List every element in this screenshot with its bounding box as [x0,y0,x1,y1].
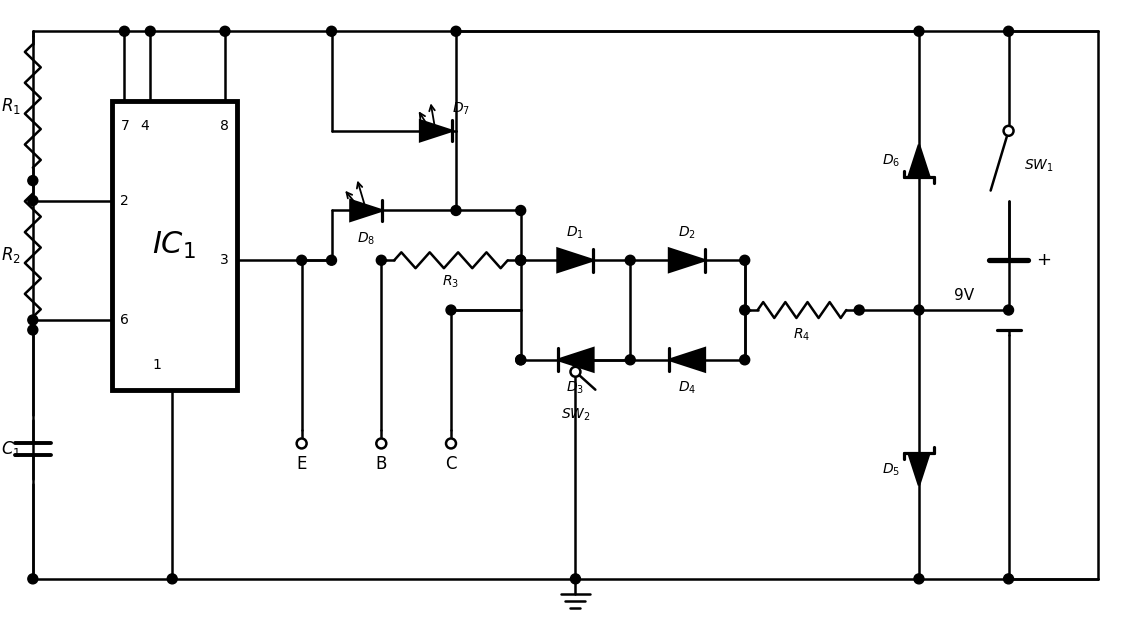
Text: $D_3$: $D_3$ [566,380,584,396]
Circle shape [740,255,750,265]
Text: 8: 8 [220,119,229,133]
Circle shape [626,255,636,265]
Circle shape [740,305,750,315]
Polygon shape [557,348,593,371]
Circle shape [376,438,386,449]
Text: 6: 6 [120,313,129,327]
Circle shape [515,255,526,265]
Text: $SW_1$: $SW_1$ [1023,157,1053,174]
Text: B: B [375,456,387,474]
Circle shape [145,26,155,36]
Circle shape [376,255,386,265]
Circle shape [515,205,526,216]
Circle shape [570,367,581,377]
Circle shape [296,438,307,449]
Polygon shape [669,248,705,272]
Circle shape [740,355,750,365]
Circle shape [1004,26,1014,36]
Polygon shape [669,348,705,371]
Text: $IC_1$: $IC_1$ [153,230,197,261]
Text: $D_1$: $D_1$ [566,224,584,241]
Text: C: C [445,456,457,474]
Text: $C_1$: $C_1$ [1,440,21,460]
Circle shape [451,205,460,216]
Circle shape [28,175,38,186]
Circle shape [626,355,636,365]
Circle shape [220,26,230,36]
Circle shape [167,574,177,584]
Circle shape [914,305,924,315]
Circle shape [28,325,38,335]
Circle shape [119,26,129,36]
Circle shape [446,438,456,449]
Polygon shape [557,248,593,272]
Text: 4: 4 [140,119,149,133]
Text: $D_7$: $D_7$ [451,100,471,117]
Polygon shape [909,145,930,177]
Circle shape [515,355,526,365]
Circle shape [515,355,526,365]
Text: $R_3$: $R_3$ [442,274,459,291]
Circle shape [446,305,456,315]
Circle shape [570,574,581,584]
Circle shape [515,255,526,265]
Text: $D_5$: $D_5$ [882,461,901,477]
Circle shape [1004,574,1014,584]
Circle shape [451,26,460,36]
Polygon shape [420,120,451,141]
Polygon shape [350,200,382,221]
Circle shape [327,255,337,265]
Circle shape [914,574,924,584]
Text: $D_6$: $D_6$ [882,152,901,169]
Circle shape [914,26,924,36]
Text: $D_2$: $D_2$ [678,224,696,241]
Circle shape [28,315,38,325]
Circle shape [855,305,865,315]
Circle shape [1004,126,1014,136]
Text: 7: 7 [120,119,129,133]
Text: 9V: 9V [953,287,974,303]
Text: $R_1$: $R_1$ [1,96,21,116]
Text: 2: 2 [120,193,129,207]
Text: 1: 1 [153,358,162,372]
Circle shape [1004,305,1014,315]
Bar [112,101,237,390]
Text: $R_2$: $R_2$ [1,245,21,266]
Text: 3: 3 [220,253,229,268]
Text: $D_8$: $D_8$ [357,230,375,246]
Circle shape [28,574,38,584]
Circle shape [296,255,307,265]
Text: $SW_2$: $SW_2$ [560,406,591,423]
Text: $R_4$: $R_4$ [793,327,810,343]
Text: +: + [1037,252,1051,269]
Polygon shape [909,453,930,485]
Text: $D_4$: $D_4$ [678,380,696,396]
Circle shape [327,26,337,36]
Circle shape [28,196,38,205]
Text: E: E [296,456,307,474]
